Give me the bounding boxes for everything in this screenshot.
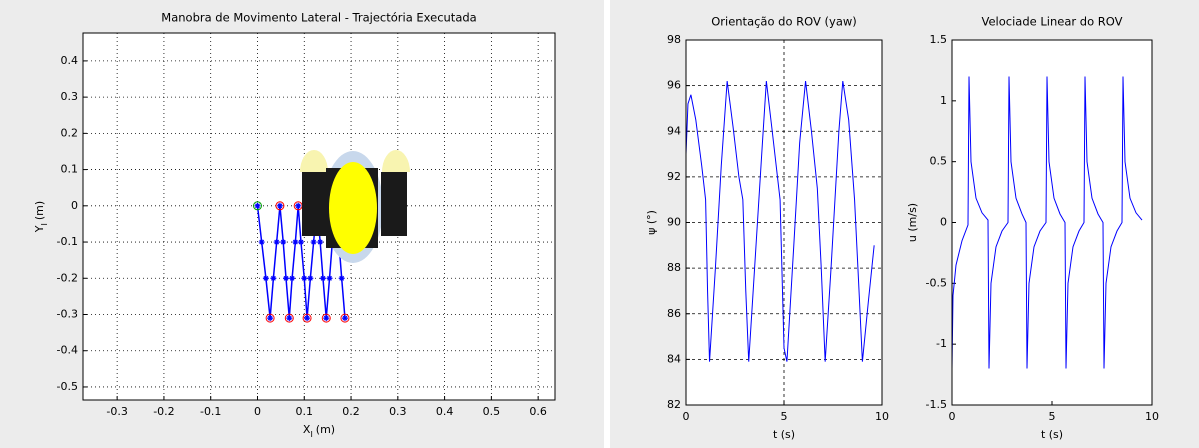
x-tick-label: 0 — [254, 405, 261, 418]
y-tick-label: -1 — [936, 337, 947, 350]
x-tick-label: 10 — [875, 410, 889, 423]
label-text: t (s) — [1041, 428, 1063, 441]
x-tick-label: 0.4 — [436, 405, 454, 418]
x-tick-label: 0 — [949, 410, 956, 423]
y-tick-label: 86 — [667, 307, 681, 320]
label-text: u (m/s) — [906, 203, 919, 242]
y-tick-label: 94 — [667, 124, 681, 137]
y-tick-label: -0.5 — [57, 380, 78, 393]
y-axis-label: ψ (°) — [645, 210, 658, 235]
y-tick-label: 0 — [71, 199, 78, 212]
y-tick-label: 98 — [667, 33, 681, 46]
y-tick-label: 84 — [667, 352, 681, 365]
y-tick-label: 82 — [667, 398, 681, 411]
x-tick-label: -0.1 — [200, 405, 221, 418]
y-tick-label: 0.2 — [61, 126, 79, 139]
y-tick-label: 92 — [667, 170, 681, 183]
y-tick-label: 1.5 — [930, 33, 948, 46]
y-tick-label: -0.2 — [57, 271, 78, 284]
chart-title: Manobra de Movimento Lateral - Trajectór… — [161, 11, 476, 25]
x-tick-label: 5 — [781, 410, 788, 423]
y-tick-label: 1 — [940, 94, 947, 107]
y-tick-label: 0.5 — [930, 155, 948, 168]
y-tick-label: -0.1 — [57, 235, 78, 248]
x-tick-label: 0.1 — [296, 405, 314, 418]
x-tick-label: 5 — [1049, 410, 1056, 423]
y-tick-label: -0.4 — [57, 344, 78, 357]
y-tick-label: -0.5 — [926, 276, 947, 289]
label-text: ψ (°) — [645, 210, 658, 235]
y-tick-label: 0.1 — [61, 163, 79, 176]
y-tick-label: -0.3 — [57, 307, 78, 320]
y-axis-label: u (m/s) — [906, 203, 919, 242]
x-tick-label: 0.6 — [529, 405, 547, 418]
x-tick-label: 0.2 — [342, 405, 360, 418]
x-tick-label: -0.3 — [106, 405, 127, 418]
label-text: t (s) — [773, 428, 795, 441]
x-tick-label: 10 — [1145, 410, 1159, 423]
label-text: (m) — [316, 423, 335, 436]
label-text: (m) — [33, 201, 46, 220]
y-tick-label: 90 — [667, 216, 681, 229]
x-tick-label: 0.5 — [483, 405, 501, 418]
y-tick-label: 0.4 — [61, 54, 79, 67]
label-subscript: I — [310, 430, 312, 439]
y-tick-label: -1.5 — [926, 398, 947, 411]
y-tick-label: 96 — [667, 79, 681, 92]
y-tick-label: 0 — [940, 216, 947, 229]
x-tick-label: 0.3 — [389, 405, 407, 418]
chart-title: Orientação do ROV (yaw) — [711, 15, 857, 29]
y-tick-label: 0.3 — [61, 90, 79, 103]
x-tick-label: -0.2 — [153, 405, 174, 418]
chart-title: Velociade Linear do ROV — [982, 15, 1123, 29]
x-axis-label: t (s) — [773, 428, 795, 441]
y-tick-label: 88 — [667, 261, 681, 274]
x-tick-label: 0 — [683, 410, 690, 423]
label-subscript: I — [40, 223, 49, 225]
figure: Manobra de Movimento Lateral - Trajectór… — [0, 0, 1199, 448]
x-axis-label: t (s) — [1041, 428, 1063, 441]
